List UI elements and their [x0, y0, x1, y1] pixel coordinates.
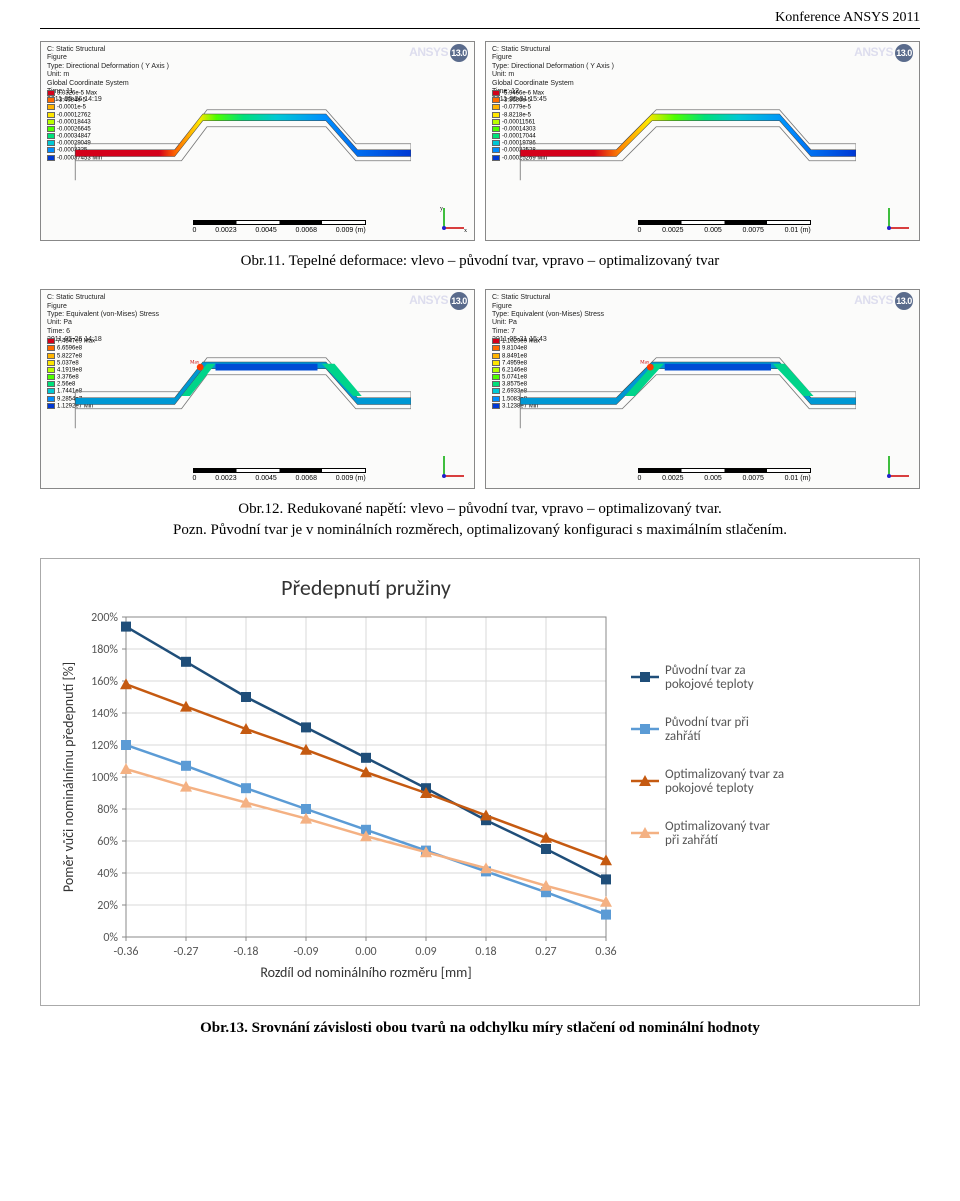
svg-text:140%: 140% — [91, 707, 118, 721]
preload-chart: Předepnutí pružiny 0% 20% 40% 60% 80% 100% 120%… — [51, 567, 909, 997]
svg-text:200%: 200% — [91, 611, 118, 625]
svg-text:0.18: 0.18 — [475, 945, 496, 959]
ansys-logo: ANSYS13.0 — [409, 44, 468, 62]
stress-contour: Max — [71, 345, 411, 430]
svg-text:Poměr vůči nominálnímu předepn: Poměr vůči nominálnímu předepnutí [%] — [60, 662, 77, 892]
svg-text:y: y — [440, 206, 443, 212]
svg-text:Max: Max — [640, 360, 650, 366]
svg-text:20%: 20% — [97, 899, 118, 913]
page-header: Konference ANSYS 2011 — [40, 10, 920, 29]
svg-text:0.36: 0.36 — [595, 945, 616, 959]
scale-bar: 00.00230.00450.00680.009 (m) — [193, 468, 366, 482]
svg-text:-0.18: -0.18 — [234, 945, 259, 959]
caption-fig13: Obr.13. Srovnání závislosti obou tvarů n… — [40, 1018, 920, 1038]
stress-contour: Max — [516, 345, 856, 430]
svg-text:0.27: 0.27 — [535, 945, 556, 959]
svg-text:180%: 180% — [91, 643, 118, 657]
svg-text:100%: 100% — [91, 771, 118, 785]
ansys-logo: ANSYS13.0 — [409, 292, 468, 310]
panel-meta: C: Static Structural Figure Type: Equiva… — [47, 294, 159, 344]
svg-text:Optimalizovaný tvar za: Optimalizovaný tvar za — [665, 767, 784, 782]
scale-bar: 00.00230.00450.00680.009 (m) — [193, 220, 366, 234]
svg-text:x: x — [464, 228, 467, 234]
svg-text:Optimalizovaný tvar: Optimalizovaný tvar — [665, 819, 770, 834]
svg-text:Max: Max — [190, 360, 200, 366]
scale-bar: 00.00250.0050.00750.01 (m) — [638, 468, 811, 482]
svg-text:Předepnutí pružiny: Předepnutí pružiny — [281, 574, 451, 601]
axis-triad-icon — [883, 204, 913, 234]
svg-text:40%: 40% — [97, 867, 118, 881]
svg-text:Rozdíl od nominálního rozměru: Rozdíl od nominálního rozměru [mm] — [260, 964, 471, 981]
svg-text:-0.36: -0.36 — [114, 945, 139, 959]
scale-bar: 00.00250.0050.00750.01 (m) — [638, 220, 811, 234]
deformation-contour — [71, 97, 411, 182]
ansys-logo: ANSYS13.0 — [854, 44, 913, 62]
chart-container: Předepnutí pružiny 0% 20% 40% 60% 80% 100% 120%… — [40, 558, 920, 1006]
panel-def-left: C: Static Structural Figure Type: Direct… — [40, 41, 475, 241]
svg-text:pokojové teploty: pokojové teploty — [665, 677, 754, 692]
svg-text:60%: 60% — [97, 835, 118, 849]
panel-def-right: C: Static Structural Figure Type: Direct… — [485, 41, 920, 241]
svg-text:Původní tvar při: Původní tvar při — [665, 715, 749, 730]
panel-stress-left: C: Static Structural Figure Type: Equiva… — [40, 289, 475, 489]
svg-text:0.09: 0.09 — [415, 945, 436, 959]
svg-text:Původní tvar za: Původní tvar za — [665, 663, 746, 678]
deformation-contour — [516, 97, 856, 182]
svg-text:0.00: 0.00 — [355, 945, 376, 959]
caption-fig12: Obr.12. Redukované napětí: vlevo – původ… — [40, 499, 920, 540]
axis-triad-icon — [883, 452, 913, 482]
caption-fig11: Obr.11. Tepelné deformace: vlevo – původ… — [40, 251, 920, 271]
panel-meta: C: Static Structural Figure Type: Equiva… — [492, 294, 604, 344]
svg-text:-0.09: -0.09 — [294, 945, 319, 959]
svg-text:zahřátí: zahřátí — [665, 729, 701, 744]
figure-row-deformation: C: Static Structural Figure Type: Direct… — [40, 41, 920, 241]
svg-text:80%: 80% — [97, 803, 118, 817]
svg-text:160%: 160% — [91, 675, 118, 689]
svg-text:pokojové teploty: pokojové teploty — [665, 781, 754, 796]
svg-text:-0.27: -0.27 — [174, 945, 199, 959]
svg-text:0%: 0% — [103, 931, 118, 945]
figure-row-stress: C: Static Structural Figure Type: Equiva… — [40, 289, 920, 489]
ansys-logo: ANSYS13.0 — [854, 292, 913, 310]
axis-triad-icon: xy — [438, 204, 468, 234]
svg-text:při zahřátí: při zahřátí — [665, 833, 719, 848]
axis-triad-icon — [438, 452, 468, 482]
panel-stress-right: C: Static Structural Figure Type: Equiva… — [485, 289, 920, 489]
svg-text:120%: 120% — [91, 739, 118, 753]
